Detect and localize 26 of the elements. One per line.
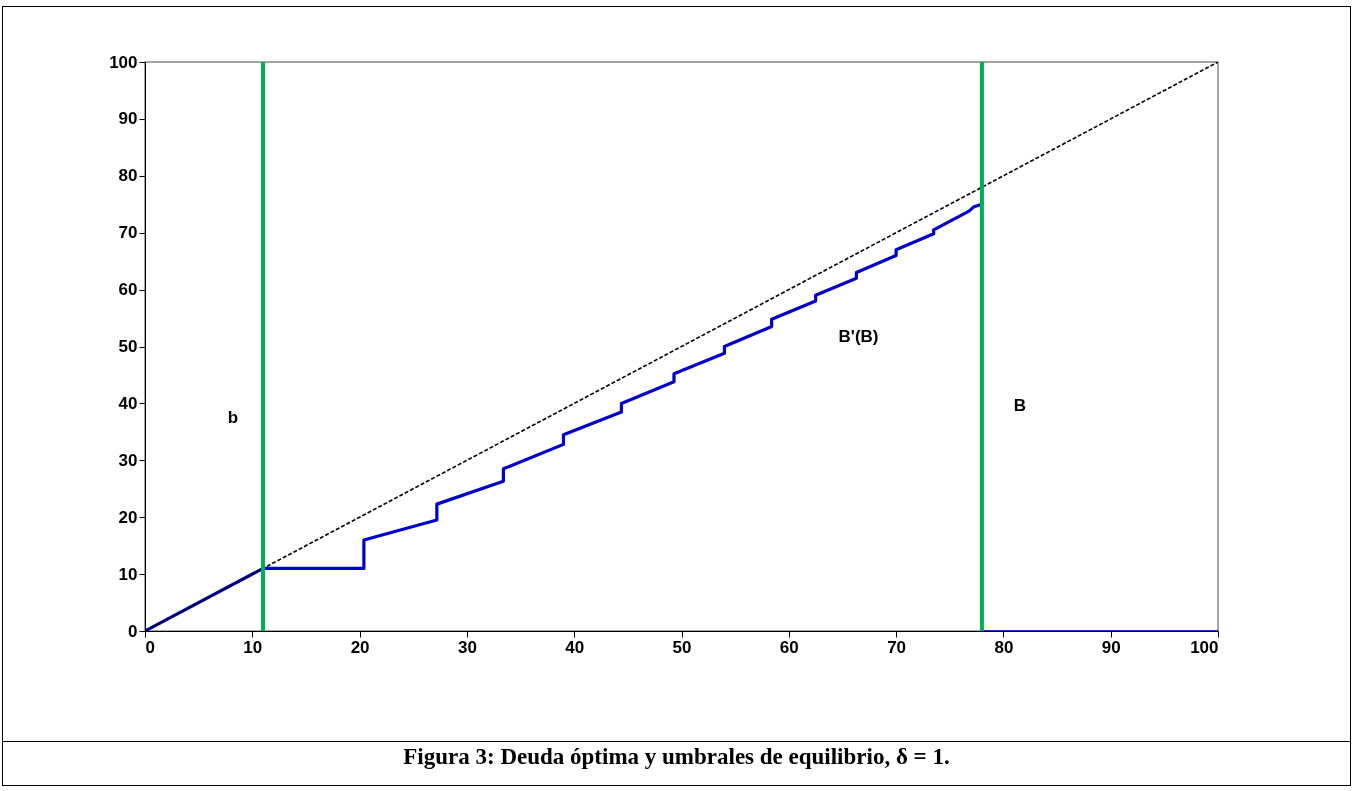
x-tick-label: 70 xyxy=(887,637,907,657)
y-tick-label: 0 xyxy=(128,621,138,641)
y-tick-label: 60 xyxy=(118,280,138,300)
x-tick-label: 60 xyxy=(779,637,799,657)
y-tick-label: 100 xyxy=(109,52,138,72)
x-tick-label: 80 xyxy=(994,637,1014,657)
y-tick-label: 40 xyxy=(118,393,138,413)
y-tick-label: 90 xyxy=(118,109,138,129)
x-tick-label: 100 xyxy=(1190,637,1219,657)
x-tick-label: 20 xyxy=(350,637,370,657)
text: Figura 3: Deuda óptima y umbrales de equilibrio, δ = 1. xyxy=(2,741,1351,787)
y-tick-label: 80 xyxy=(118,166,138,186)
x-tick-label: 0 xyxy=(145,637,155,657)
x-tick-label: 50 xyxy=(672,637,692,657)
x-tick-label: 90 xyxy=(1101,637,1121,657)
x-tick-label: 40 xyxy=(565,637,585,657)
x-tick-label: 30 xyxy=(457,637,477,657)
y-tick-label: 50 xyxy=(118,337,138,356)
y-tick-label: 30 xyxy=(118,450,138,470)
y-tick-label: 20 xyxy=(118,507,138,527)
y-tick-label: 70 xyxy=(118,223,138,243)
annotation: B'(B) xyxy=(838,326,879,346)
ref-line-label: b xyxy=(227,407,239,427)
ref-line-label: B xyxy=(1013,395,1027,415)
y-tick-label: 10 xyxy=(118,564,138,584)
x-tick-label: 10 xyxy=(243,637,263,657)
